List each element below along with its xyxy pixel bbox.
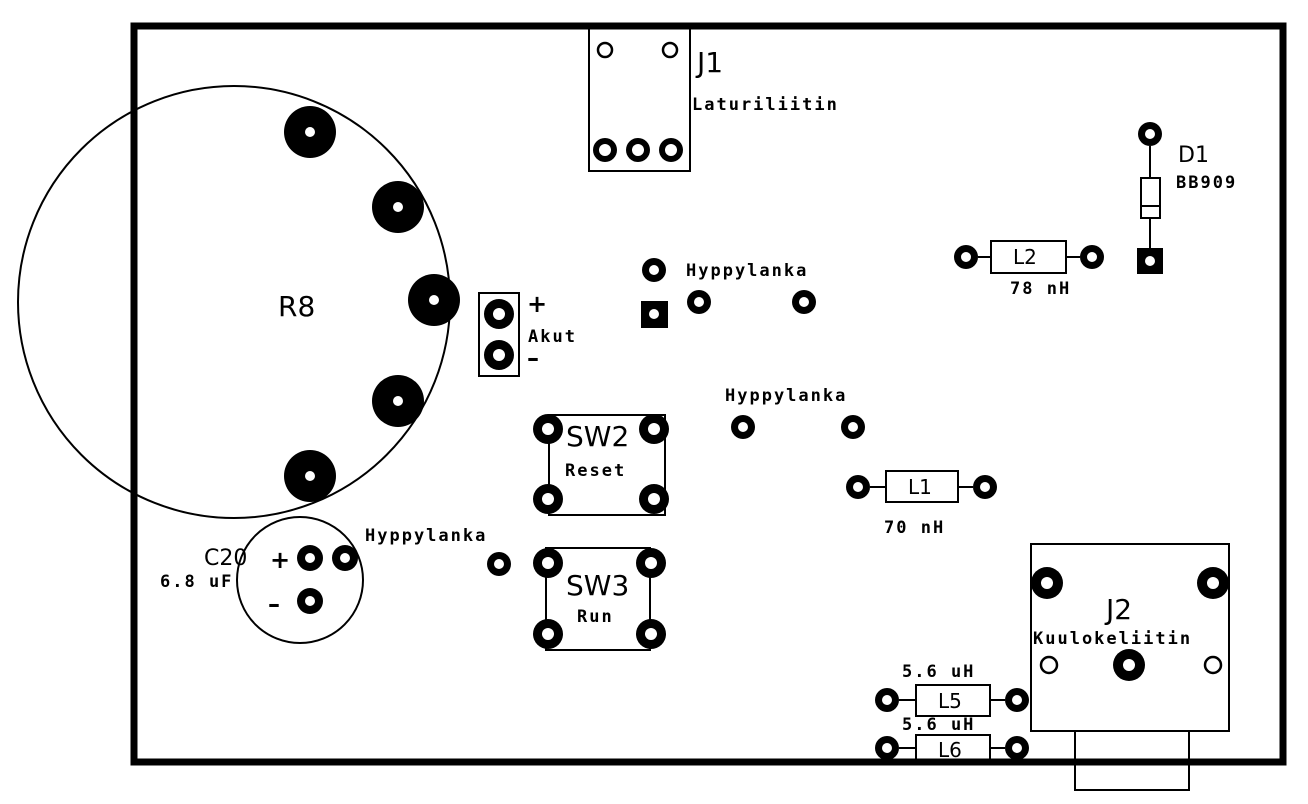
akut-label: Akut: [528, 327, 577, 347]
c20-value: 6.8 uF: [160, 572, 233, 592]
component-j1: J1 Laturiliitin: [588, 26, 839, 172]
akut-minus: –: [527, 344, 539, 372]
jumper-2-label: Hyppylanka: [725, 386, 847, 406]
l5-ref: L5: [938, 689, 962, 713]
d1-value: BB909: [1176, 173, 1237, 193]
l1-ref: L1: [908, 475, 932, 499]
component-r8: R8: [17, 85, 460, 519]
component-sw2: SW2 Reset: [533, 414, 669, 516]
board-outline: [130, 22, 1287, 766]
l5-value: 5.6 uH: [902, 662, 975, 682]
component-c20: + – C20 6.8 uF: [160, 516, 364, 644]
sw2-outline: [548, 414, 666, 516]
component-l2: L2 78 nH: [954, 240, 1104, 299]
j1-label: Laturiliitin: [692, 95, 839, 115]
c20-minus: –: [268, 590, 280, 618]
component-l5: L5 5.6 uH: [875, 662, 1029, 717]
sw2-label: Reset: [565, 461, 626, 481]
d1-body: [1140, 177, 1161, 219]
j1-ref: J1: [695, 46, 723, 79]
jumper-2: Hyppylanka: [725, 386, 865, 439]
sw3-ref: SW3: [566, 569, 629, 602]
c20-plus: +: [270, 546, 290, 574]
l6-value: 5.6 uH: [902, 715, 975, 735]
akut-plus: +: [527, 290, 547, 318]
j1-outline: [588, 26, 691, 172]
jumper-3-label: Hyppylanka: [365, 526, 487, 546]
j2-tab: [1074, 730, 1190, 791]
component-j2: J2 Kuulokeliitin: [1030, 543, 1230, 791]
c20-outline: [236, 516, 364, 644]
d1-ref: D1: [1178, 143, 1209, 168]
sw3-outline: [545, 547, 651, 651]
jumper-1-label: Hyppylanka: [686, 261, 808, 281]
l2-ref: L2: [1013, 245, 1037, 269]
component-l1: L1 70 nH: [846, 470, 997, 538]
l6-ref: L6: [938, 738, 962, 762]
akut-outline: [478, 292, 520, 377]
r8-outline: [17, 85, 451, 519]
r8-ref: R8: [278, 290, 315, 323]
component-sw3: SW3 Run: [533, 547, 666, 651]
sw2-ref: SW2: [566, 420, 629, 453]
component-akut: + Akut –: [478, 290, 577, 377]
jumper-3: Hyppylanka: [365, 526, 511, 576]
l2-value: 78 nH: [1010, 279, 1071, 299]
l1-value: 70 nH: [884, 518, 945, 538]
component-l6: L6 5.6 uH: [875, 715, 1029, 764]
c20-ref: C20: [204, 546, 247, 571]
j2-label: Kuulokeliitin: [1033, 629, 1192, 649]
jumper-1: Hyppylanka: [641, 258, 816, 328]
j2-ref: J2: [1104, 593, 1132, 626]
component-d1: D1 BB909: [1137, 122, 1237, 274]
sw3-label: Run: [577, 607, 614, 627]
r8-pads: [284, 106, 460, 502]
